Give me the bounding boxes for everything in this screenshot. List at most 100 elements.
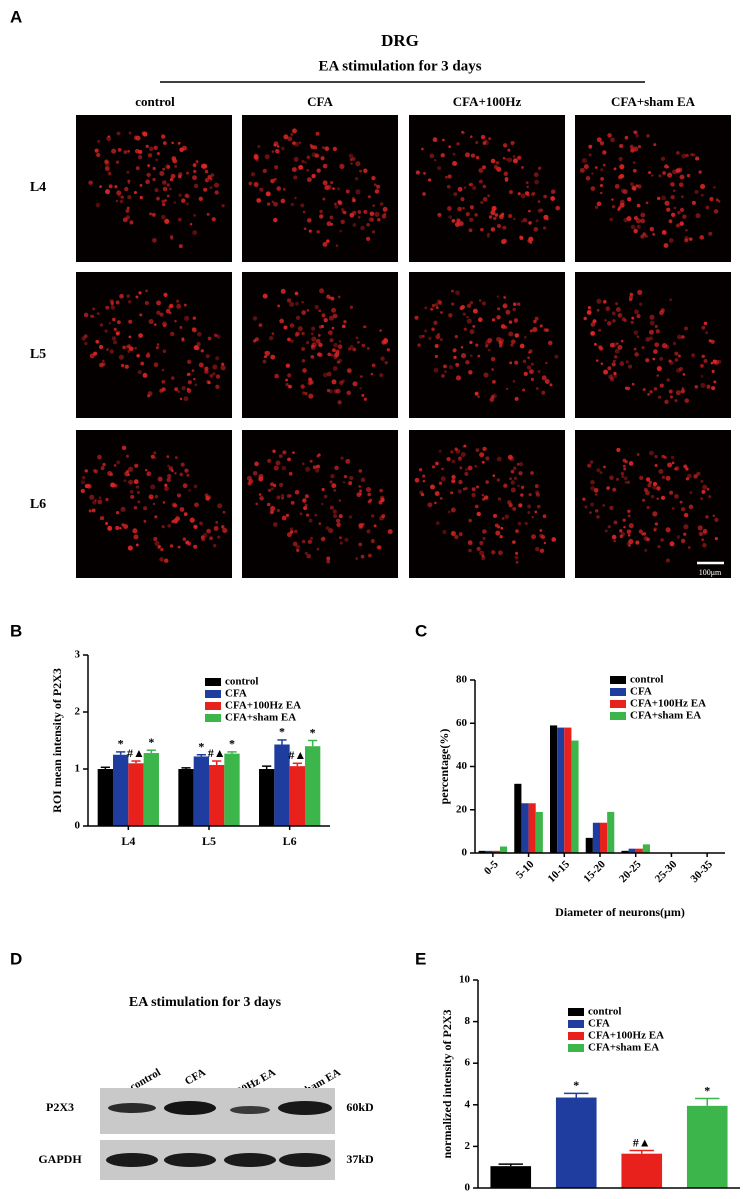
cell bbox=[164, 218, 170, 224]
cell bbox=[357, 210, 362, 214]
cell bbox=[510, 343, 514, 347]
cell bbox=[277, 304, 281, 308]
cell bbox=[209, 186, 213, 190]
cell bbox=[509, 477, 512, 481]
cell bbox=[454, 334, 459, 339]
cell bbox=[684, 326, 688, 331]
cell bbox=[367, 195, 372, 199]
cell bbox=[148, 494, 154, 500]
cell bbox=[431, 465, 436, 469]
cell bbox=[431, 303, 436, 308]
cell bbox=[89, 494, 95, 500]
cell bbox=[92, 500, 97, 505]
legend-swatch bbox=[205, 714, 221, 722]
cell bbox=[466, 318, 472, 324]
cell bbox=[468, 183, 472, 186]
cell bbox=[466, 303, 472, 308]
cell bbox=[415, 170, 420, 175]
cell bbox=[639, 475, 644, 481]
cell bbox=[434, 343, 439, 348]
significance-marker: * bbox=[118, 737, 124, 751]
cell bbox=[446, 457, 451, 462]
cell bbox=[382, 206, 388, 212]
cell bbox=[253, 181, 259, 188]
cell bbox=[215, 356, 220, 361]
cell bbox=[334, 202, 337, 206]
cell bbox=[636, 203, 641, 208]
cell bbox=[322, 372, 328, 378]
cell bbox=[276, 186, 282, 191]
bar bbox=[514, 783, 522, 853]
cell bbox=[513, 466, 517, 471]
cell bbox=[507, 157, 513, 163]
cell bbox=[666, 207, 671, 212]
cell bbox=[535, 387, 539, 390]
cell bbox=[482, 184, 487, 189]
cell bbox=[195, 160, 199, 164]
cell bbox=[471, 493, 476, 498]
cell bbox=[476, 546, 481, 551]
cell bbox=[207, 381, 211, 385]
cell bbox=[371, 514, 375, 518]
cell bbox=[122, 217, 128, 223]
cell bbox=[549, 383, 553, 387]
cell bbox=[613, 374, 617, 379]
cell bbox=[665, 475, 671, 481]
cell bbox=[669, 298, 672, 302]
cell bbox=[355, 189, 361, 195]
cell bbox=[94, 148, 99, 153]
cell bbox=[124, 186, 129, 192]
cell bbox=[386, 348, 391, 352]
cell bbox=[167, 464, 170, 468]
cell bbox=[135, 543, 139, 547]
cell bbox=[523, 371, 528, 376]
cell bbox=[112, 340, 118, 345]
cell bbox=[270, 505, 276, 511]
cell bbox=[135, 295, 139, 299]
cell bbox=[602, 163, 606, 167]
cell bbox=[542, 514, 547, 519]
cell bbox=[485, 344, 489, 348]
cell bbox=[517, 484, 520, 488]
cell bbox=[628, 461, 634, 466]
cell bbox=[505, 157, 508, 161]
cell bbox=[215, 520, 219, 524]
cell bbox=[253, 154, 259, 160]
cell bbox=[612, 487, 617, 492]
cell bbox=[355, 336, 359, 340]
cell bbox=[374, 211, 380, 217]
cell bbox=[352, 210, 357, 215]
cell bbox=[414, 315, 419, 320]
cell bbox=[713, 359, 720, 365]
cell bbox=[688, 504, 694, 510]
cell bbox=[127, 195, 132, 200]
cell bbox=[316, 168, 321, 173]
cell bbox=[462, 312, 467, 316]
cell bbox=[448, 215, 453, 220]
cell bbox=[107, 171, 112, 176]
row-label: L6 bbox=[30, 497, 46, 512]
cell bbox=[609, 217, 613, 222]
legend-swatch bbox=[568, 1020, 584, 1028]
cell bbox=[318, 325, 323, 329]
cell bbox=[119, 526, 122, 530]
cell bbox=[198, 196, 203, 201]
cell bbox=[156, 196, 160, 201]
cell bbox=[590, 502, 595, 507]
cell bbox=[304, 503, 308, 507]
cell bbox=[711, 369, 715, 373]
cell bbox=[248, 478, 254, 484]
cell bbox=[652, 485, 657, 490]
cell bbox=[319, 209, 323, 214]
cell bbox=[206, 528, 211, 534]
cell bbox=[294, 489, 300, 495]
cell bbox=[676, 535, 681, 539]
cell bbox=[100, 466, 105, 471]
cell bbox=[700, 363, 704, 368]
cell bbox=[194, 502, 199, 508]
cell bbox=[154, 515, 158, 519]
cell bbox=[267, 488, 272, 493]
cell bbox=[334, 205, 339, 209]
cell bbox=[442, 529, 447, 534]
cell bbox=[477, 354, 481, 358]
